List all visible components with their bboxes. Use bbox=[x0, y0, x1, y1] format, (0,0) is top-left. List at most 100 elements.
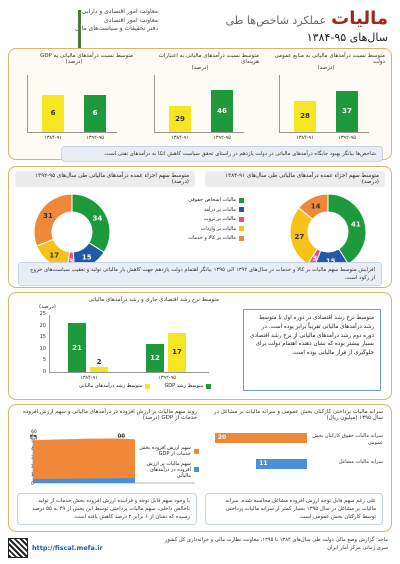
donut-slice-label: 17 bbox=[49, 251, 59, 259]
trend-area-vat bbox=[33, 438, 135, 483]
donut-slice-label: 34 bbox=[93, 215, 103, 223]
growth-panel: متوسط نرخ رشد اقتصادی جاری و رشد درآمدها… bbox=[8, 292, 392, 400]
donut-legend: مالیات اشخاص حقوقی مالیات بر درآمد مالیا… bbox=[164, 197, 244, 245]
employer-title: سرانه مالیات پرداختی کارکنان بخش عمومی و… bbox=[213, 409, 383, 421]
chart-x-label: ۱۳۸۴-۹۱ bbox=[296, 135, 314, 141]
legend-item: متوسط رشد درآمدهای مالیاتی bbox=[79, 383, 151, 389]
chart-bar bbox=[294, 100, 316, 132]
donut-slice bbox=[298, 193, 329, 220]
chart-title: متوسط نسبت درآمدهای مالیاتی به اعتبارات … bbox=[158, 53, 259, 65]
chart-unit: (درصد) bbox=[191, 65, 209, 71]
org-line: معاونت امور اقتصادی bbox=[104, 16, 158, 24]
top-charts-panel: متوسط نسبت درآمدهای مالیاتی به منابع عمو… bbox=[8, 48, 392, 162]
employer-bar bbox=[256, 459, 307, 469]
trend-note: با وجود سهم قابل توجه و فزاینده ارزش افز… bbox=[17, 493, 197, 525]
legend-swatch bbox=[239, 226, 244, 231]
chart-x-label: ۱۳۹۲-۹۵ bbox=[338, 135, 356, 141]
qr-code-icon bbox=[8, 538, 28, 558]
growth-bar-label: 12 bbox=[150, 354, 160, 363]
header-org: معاونت امور اقتصادی و دارایی معاونت امور… bbox=[8, 8, 158, 63]
y-tick-label: 5 bbox=[42, 357, 46, 364]
growth-x-label: ۱۳۸۴-۹۱ bbox=[80, 375, 98, 381]
chart-tax-to-resources: متوسط نسبت درآمدهای مالیاتی به منابع عمو… bbox=[267, 53, 385, 71]
y-tick-label: 25 bbox=[39, 311, 46, 317]
employer-bar-label: 20 bbox=[217, 434, 227, 441]
trend-title: روند سهم مالیات بر ارزش افزوده در درآمده… bbox=[22, 409, 197, 421]
chart-tax-to-expenditure: متوسط نسبت درآمدهای مالیاتی به اعتبارات … bbox=[141, 53, 259, 71]
legend-swatch bbox=[239, 216, 244, 222]
footer-center-line: سری زمانی مرکز آمار ایران bbox=[327, 544, 388, 551]
page-subtitle: عملکرد شاخص‌ها طی bbox=[225, 14, 327, 27]
page-years: سال‌های ۹۵-۱۳۸۴ bbox=[306, 31, 388, 44]
legend-item: سهم ارزش افزوده بخش خدمات از GDP bbox=[139, 445, 199, 457]
legend-swatch bbox=[239, 197, 244, 203]
chart-x-label: ۱۳۹۲-۹۵ bbox=[213, 135, 231, 141]
donut-slice-label: 41 bbox=[351, 220, 361, 228]
footer-url-link[interactable]: http://fiscal.mefa.ir bbox=[32, 544, 103, 552]
chart-axis: 29 ۱۳۸۴-۹۱ 46 ۱۳۹۲-۹۵ bbox=[154, 75, 244, 141]
legend-item: مالیات اشخاص حقوقی bbox=[164, 197, 244, 203]
trend-area-tax bbox=[33, 478, 135, 483]
employer-axis: سرانه مالیات حقوق کارکنان بخش عمومی 20 سرا… bbox=[205, 427, 383, 489]
legend-item: مالیات بر واردات bbox=[164, 226, 244, 232]
page-title: مالیات bbox=[331, 8, 388, 29]
chart-x-label: ۱۳۸۴-۹۱ bbox=[171, 135, 189, 141]
growth-unit: (درصد) bbox=[39, 304, 56, 310]
growth-x-label: ۱۳۹۲-۹۵ bbox=[158, 375, 176, 381]
chart-title: متوسط نسبت درآمدهای مالیاتی به GDP bbox=[40, 53, 133, 59]
y-tick-label: 60 bbox=[31, 429, 37, 435]
trend-area-chart: 0102030405060۴۹۵۵ bbox=[30, 429, 195, 487]
growth-text: متوسط نرخ رشد اقتصادی در دوره اول با متو… bbox=[243, 309, 381, 391]
growth-bar-label: 21 bbox=[72, 343, 82, 352]
legend-swatch bbox=[239, 207, 244, 212]
donut-slice bbox=[33, 193, 73, 247]
chart-bar-label: 29 bbox=[175, 114, 185, 123]
footer-source: ماخذ: گزارش وضع مالی دولت طی سال‌های ۱۳۸… bbox=[138, 537, 388, 552]
chart-bar-label: 6 bbox=[92, 109, 98, 118]
chart-bar-label: 46 bbox=[217, 107, 227, 116]
chart-x-label: ۱۳۸۴-۹۱ bbox=[44, 135, 62, 141]
chart-bar bbox=[84, 94, 106, 132]
donut-slice-label: 27 bbox=[294, 233, 304, 241]
growth-title: متوسط نرخ رشد اقتصادی جاری و رشد درآمدها… bbox=[88, 297, 220, 303]
org-line: معاونت امور اقتصادی و دارایی bbox=[81, 8, 158, 15]
donuts-note: افزایش متوسط سهم مالیات بر کالا و خدمات … bbox=[18, 262, 382, 286]
trend-legend: سهم ارزش افزوده بخش خدمات از GDP سهم مال… bbox=[139, 445, 199, 482]
chart-unit: (درصد) bbox=[65, 59, 83, 65]
chart-axis: 6 ۱۳۸۴-۹۱ 6 ۱۳۹۲-۹۵ bbox=[27, 75, 117, 141]
trend-label-end: ۵۵ bbox=[118, 432, 126, 439]
chart-tax-to-gdp: متوسط نسبت درآمدهای مالیاتی به GDP (درصد… bbox=[15, 53, 133, 65]
donut-left-title: متوسط سهم اجزاء عمده درآمدهای مالیاتی طی… bbox=[15, 171, 195, 187]
donut-slice-label: 3 bbox=[69, 257, 74, 265]
chart-unit: (درصد) bbox=[317, 65, 335, 71]
donut-slice bbox=[327, 193, 367, 265]
growth-bar-label: 17 bbox=[172, 348, 182, 357]
legend-item: مالیات بر کالا و خدمات bbox=[164, 235, 244, 241]
growth-bar-label: 2 bbox=[96, 358, 102, 367]
y-tick-label: 15 bbox=[39, 334, 46, 341]
trend-label-start: ۴۹ bbox=[30, 433, 38, 440]
donut-chart-1384-91: 41 15 3 27 14 bbox=[289, 193, 367, 271]
org-line: دفتر تحقیقات و سیاست‌های مالی bbox=[74, 25, 158, 32]
employer-bar-category: سرانه مالیات مشاغل bbox=[338, 459, 383, 465]
donut-right-title: متوسط سهم اجزاء عمده درآمدهای مالیاتی طی… bbox=[205, 171, 385, 187]
employer-bar-label: 11 bbox=[259, 460, 268, 467]
legend-item: سهم مالیات بر ارزش افزوده در درآمدهای ما… bbox=[139, 461, 199, 479]
growth-bar bbox=[68, 323, 86, 372]
donut-slice-label: 15 bbox=[326, 257, 336, 265]
legend-item: مالیات بر ثروت bbox=[164, 216, 244, 222]
chart-bar-label: 37 bbox=[342, 107, 352, 116]
chart-bar bbox=[211, 90, 233, 132]
employer-note: علی رغم سهم قابل توجه ارزش افزوده مشاغل … bbox=[205, 493, 383, 525]
legend-item: متوسط رشد GDP bbox=[164, 383, 212, 389]
growth-legend: متوسط رشد GDP متوسط رشد درآمدهای مالیاتی bbox=[79, 383, 212, 393]
y-tick-label: 20 bbox=[39, 322, 46, 329]
chart-bar bbox=[42, 94, 64, 132]
bottom-panel: روند سهم مالیات بر ارزش افزوده در درآمده… bbox=[8, 404, 392, 532]
top-note: شاخص‌ها بیانگر بهبود جایگاه درآمدهای مال… bbox=[61, 146, 383, 162]
chart-bar-label: 28 bbox=[300, 112, 310, 121]
donut-slice-label: 3 bbox=[312, 254, 317, 262]
footer-link-block: http://fiscal.mefa.ir bbox=[8, 538, 103, 558]
donut-slice-label: 31 bbox=[43, 212, 53, 220]
chart-x-label: ۱۳۹۲-۹۵ bbox=[86, 135, 104, 141]
